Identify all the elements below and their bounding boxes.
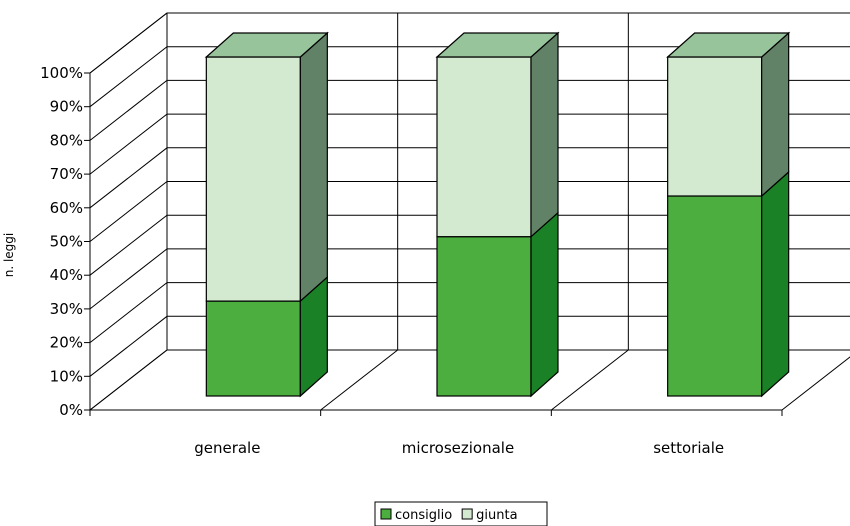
y-tick-label: 80% (50, 131, 83, 149)
bar-front-consiglio (667, 195, 763, 397)
y-tick-label: 60% (50, 199, 83, 217)
gridline (89, 315, 850, 377)
floor-divider (320, 349, 398, 411)
bar-front-giunta (436, 56, 532, 238)
bar-front-consiglio (205, 300, 301, 397)
y-tick-label: 10% (50, 367, 83, 385)
bar-side-consiglio (761, 170, 790, 398)
floor-divider (781, 356, 850, 411)
x-category-label: generale (194, 439, 260, 457)
legend-swatch-consiglio (380, 508, 392, 520)
bar-top (435, 32, 560, 58)
bar-front-giunta (667, 56, 763, 197)
bar-side-giunta (299, 31, 328, 303)
bar-top (666, 32, 791, 58)
gridline (89, 282, 850, 343)
x-category-label: settoriale (653, 439, 724, 457)
gridline (89, 113, 850, 175)
y-tick-label: 20% (50, 334, 83, 352)
gridline (89, 181, 850, 242)
y-axis-label: n. leggi (2, 233, 16, 278)
x-axis-categories: generale microsezionale settoriale (194, 439, 724, 457)
legend-swatch-giunta (461, 508, 473, 520)
gridline (89, 147, 850, 209)
gridline (89, 349, 850, 411)
y-tick-label: 70% (50, 165, 83, 183)
bar-side-consiglio (530, 211, 559, 398)
gridline (89, 248, 850, 310)
y-tick-label: 50% (50, 233, 83, 251)
gridline (89, 46, 850, 108)
y-axis-ticks: 0% 10% 20% 30% 40% 50% 60% 70% 80% 90% 100% (40, 64, 83, 419)
y-tick-label: 100% (40, 64, 83, 82)
floor-divider (551, 349, 629, 411)
legend-box (374, 501, 548, 526)
bar-front-giunta (205, 56, 301, 302)
bar-front-consiglio (436, 236, 532, 397)
bars (204, 31, 791, 398)
gridline (89, 12, 850, 74)
gridlines (84, 12, 850, 411)
bar-side-giunta (761, 31, 790, 198)
y-tick-label: 90% (50, 98, 83, 116)
y-tick-label: 40% (50, 266, 83, 284)
gridline (89, 79, 850, 141)
gridline (89, 214, 850, 276)
y-tick-label: 0% (59, 401, 83, 419)
y-tick-label: 30% (50, 300, 83, 318)
legend-label-consiglio: consiglio (395, 508, 452, 523)
bar-side-giunta (530, 31, 559, 239)
bar-top (204, 32, 329, 58)
legend: consiglio giunta (374, 501, 548, 526)
legend-label-giunta: giunta (476, 508, 517, 523)
x-category-label: microsezionale (402, 439, 514, 457)
